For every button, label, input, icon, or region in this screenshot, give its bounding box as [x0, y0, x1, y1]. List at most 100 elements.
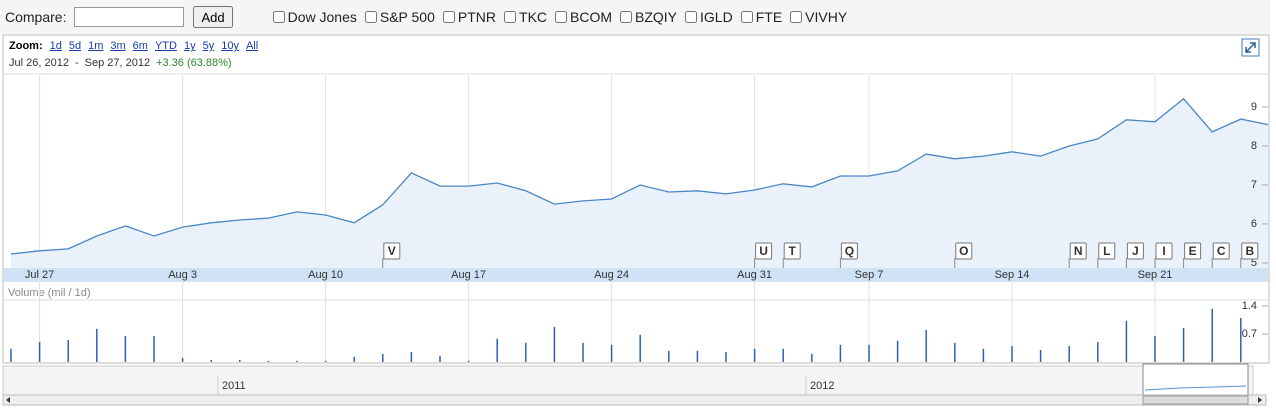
- flag: [383, 242, 401, 260]
- compare-checkbox[interactable]: [790, 11, 803, 23]
- range-start: Jul 26, 2012: [9, 57, 69, 69]
- compare-checkbox[interactable]: [555, 11, 568, 23]
- zoom-link[interactable]: 10y: [221, 40, 239, 52]
- volume-bar: [1068, 346, 1070, 362]
- zoom-link[interactable]: 5d: [68, 40, 82, 52]
- volume-bar: [839, 344, 842, 362]
- scrollbar[interactable]: [2, 394, 1267, 406]
- volume-bar: [124, 336, 127, 362]
- zoom-link[interactable]: 3m: [110, 40, 126, 52]
- volume-bar: [1125, 320, 1128, 362]
- flag: [783, 242, 801, 260]
- volume-bar: [896, 340, 899, 362]
- flag-label: O: [959, 244, 968, 258]
- navigator-selection[interactable]: [1142, 363, 1249, 396]
- compare-option[interactable]: Dow Jones: [272, 9, 357, 25]
- volume-bar: [525, 342, 527, 362]
- volume-bar: [1211, 308, 1213, 362]
- zoom-link[interactable]: 1d: [49, 40, 62, 52]
- compare-option-label: Dow Jones: [287, 9, 357, 25]
- compare-checkbox[interactable]: [364, 11, 377, 23]
- price-area: [11, 98, 1268, 268]
- y-tick-label: 5: [1251, 257, 1257, 269]
- compare-option-label: BZQIY: [635, 9, 678, 25]
- y-tick-label: 9: [1251, 101, 1257, 113]
- volume-bar: [1097, 342, 1099, 362]
- compare-label: Compare:: [5, 9, 67, 25]
- compare-options: Dow Jones S&P 500 PTNR TKC BCOM BZQIY IGLD FTE V…: [272, 9, 847, 25]
- volume-bar: [1240, 318, 1242, 362]
- volume-bar: [725, 352, 727, 362]
- compare-checkbox[interactable]: [740, 11, 753, 23]
- flag: [1069, 242, 1087, 260]
- volume-bar: [925, 330, 927, 362]
- zoom-link[interactable]: 5y: [202, 40, 215, 52]
- x-tick-label: Aug 3: [168, 269, 197, 281]
- x-axis-band: [4, 268, 1268, 282]
- volume-bar: [639, 334, 641, 362]
- compare-option[interactable]: S&P 500: [364, 9, 435, 25]
- compare-option[interactable]: TKC: [504, 9, 547, 25]
- navigator-line: [1144, 385, 1247, 391]
- volume-bar: [610, 344, 613, 362]
- flag: [1184, 242, 1202, 260]
- y-tick-label: 1.4: [1242, 300, 1257, 312]
- flag-label: J: [1132, 244, 1139, 258]
- scroll-right[interactable]: [1258, 397, 1262, 403]
- compare-option-label: VIVHY: [805, 9, 848, 25]
- compare-bar: Compare: Add Dow Jones S&P 500 PTNR TKC BCOM…: [0, 0, 1270, 34]
- compare-option[interactable]: BCOM: [555, 9, 612, 25]
- x-tick-label: Aug 17: [451, 269, 486, 281]
- compare-input[interactable]: [74, 7, 185, 27]
- volume-bar: [410, 352, 413, 362]
- compare-checkbox[interactable]: [442, 11, 455, 23]
- add-button[interactable]: Add: [193, 6, 233, 28]
- flag: [1098, 242, 1116, 260]
- scroll-thumb[interactable]: [1142, 395, 1249, 405]
- volume-bar: [982, 348, 985, 362]
- flag: [840, 242, 858, 260]
- flag: [955, 242, 973, 260]
- flag-label: V: [388, 244, 396, 258]
- compare-option[interactable]: BZQIY: [620, 9, 677, 25]
- expand-icon: [1245, 42, 1256, 53]
- zoom-link[interactable]: All: [245, 40, 259, 52]
- compare-option-label: BCOM: [570, 9, 613, 25]
- volume-bar: [67, 340, 69, 362]
- zoom-link[interactable]: 1y: [183, 40, 196, 52]
- compare-checkbox[interactable]: [504, 11, 517, 23]
- range-end: Sep 27, 2012: [84, 57, 151, 69]
- compare-checkbox[interactable]: [620, 11, 633, 23]
- navigator-label: 2011: [222, 380, 246, 392]
- flag-label: N: [1074, 244, 1083, 258]
- x-tick-label: Aug 10: [308, 269, 343, 281]
- zoom-link[interactable]: 1m: [88, 40, 104, 52]
- volume-bar: [239, 360, 241, 362]
- flag: [1126, 242, 1144, 260]
- flag-label: Q: [845, 244, 854, 258]
- x-tick-label: Sep 21: [1138, 269, 1173, 281]
- compare-option[interactable]: VIVHY: [790, 9, 847, 25]
- zoom-link[interactable]: YTD: [154, 40, 177, 52]
- compare-checkbox[interactable]: [685, 11, 698, 23]
- flag: [1241, 242, 1259, 260]
- volume-bar: [267, 360, 270, 362]
- compare-option-label: S&P 500: [379, 9, 435, 25]
- compare-option-label: IGLD: [700, 9, 733, 25]
- compare-option-label: FTE: [755, 9, 783, 25]
- x-tick-label: Aug 24: [594, 269, 629, 281]
- zoom-link[interactable]: 6m: [132, 40, 148, 52]
- scroll-left[interactable]: [6, 397, 10, 403]
- x-tick-label: Jul 27: [25, 269, 54, 281]
- volume-bar: [496, 338, 498, 362]
- compare-option[interactable]: PTNR: [442, 9, 496, 25]
- volume-bar: [382, 354, 384, 362]
- volume-bar: [1039, 350, 1042, 362]
- compare-checkbox[interactable]: [272, 11, 285, 23]
- volume-bar: [582, 342, 584, 362]
- compare-option[interactable]: IGLD: [685, 9, 733, 25]
- navigator[interactable]: [2, 365, 1254, 396]
- volume-bar: [1182, 328, 1185, 362]
- compare-option[interactable]: FTE: [740, 9, 783, 25]
- volume-label: Volume (mil / 1d): [8, 287, 91, 299]
